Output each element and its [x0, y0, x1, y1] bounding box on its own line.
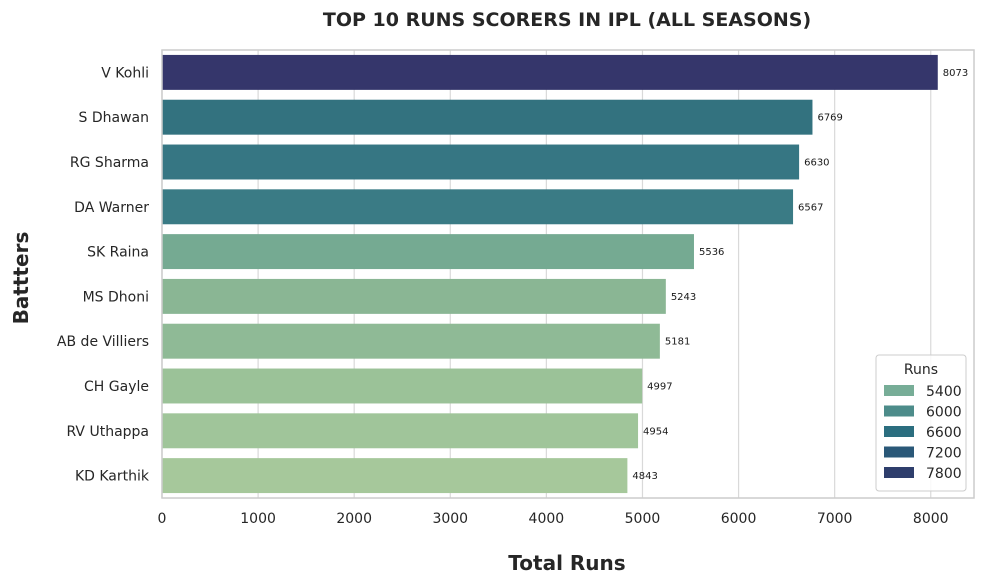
bar — [162, 413, 639, 449]
legend-entry-label: 7800 — [926, 466, 962, 482]
bar — [162, 99, 813, 135]
y-tick-label: RG Sharma — [70, 155, 149, 171]
legend-swatch — [884, 385, 914, 396]
y-tick-label: V Kohli — [101, 65, 149, 81]
bar — [162, 368, 643, 404]
x-tick-label: 1000 — [240, 511, 276, 527]
x-tick-label: 0 — [158, 511, 167, 527]
legend-swatch — [884, 467, 914, 478]
data-label: 4997 — [647, 382, 672, 393]
legend-swatch — [884, 405, 914, 417]
x-tick-label: 7000 — [817, 511, 853, 527]
legend-title: Runs — [904, 362, 938, 378]
bars: 8073 6769 6630 6567 5536 5243 5181 4997 4954 4843 — [162, 54, 968, 494]
y-tick-label: MS Dhoni — [83, 289, 149, 305]
data-label: 4843 — [632, 471, 657, 482]
legend-entry-label: 6600 — [926, 425, 962, 441]
category-labels: V Kohli S Dhawan RG Sharma DA Warner SK Rain… — [57, 65, 150, 484]
x-tick-label: 2000 — [336, 511, 372, 527]
bar — [162, 144, 800, 180]
plot-frame — [161, 49, 975, 499]
y-tick-label: DA Warner — [74, 200, 149, 216]
x-tick-label: 3000 — [432, 511, 468, 527]
bar — [162, 234, 694, 270]
x-tick-label: 8000 — [913, 511, 949, 527]
data-label: 5181 — [665, 337, 690, 348]
bar — [162, 54, 938, 90]
legend-swatch — [884, 426, 914, 437]
x-tick-label: 5000 — [625, 511, 661, 527]
y-tick-label: RV Uthappa — [66, 424, 149, 440]
legend-entry-label: 6000 — [926, 405, 962, 421]
data-label: 6567 — [798, 202, 823, 213]
bar — [162, 278, 666, 314]
chart-title: TOP 10 RUNS SCORERS IN IPL (ALL SEASONS) — [323, 9, 811, 31]
legend: Runs 5400 6000 6600 7200 7800 — [875, 354, 967, 492]
y-tick-label: CH Gayle — [84, 379, 149, 395]
x-tick-label: 4000 — [529, 511, 565, 527]
data-label: 4954 — [643, 426, 668, 437]
data-label: 5536 — [699, 247, 724, 258]
data-label: 8073 — [943, 68, 968, 79]
legend-swatch — [884, 446, 914, 458]
y-tick-label: SK Raina — [87, 245, 149, 261]
y-tick-label: S Dhawan — [79, 110, 149, 126]
x-tick-labels: 0 1000 2000 3000 4000 5000 6000 7000 8000 — [158, 511, 949, 527]
x-axis-label: Total Runs — [508, 551, 625, 575]
data-label: 5243 — [671, 292, 696, 303]
y-axis-label: Battters — [9, 232, 33, 325]
data-label: 6630 — [804, 158, 829, 169]
legend-entry-label: 7200 — [926, 446, 962, 462]
y-tick-label: KD Karthik — [75, 469, 150, 485]
x-tick-label: 6000 — [721, 511, 757, 527]
y-tick-label: AB de Villiers — [57, 334, 149, 350]
bar — [162, 323, 660, 359]
legend-entry-label: 5400 — [926, 384, 962, 400]
data-label: 6769 — [817, 113, 842, 124]
bar — [162, 189, 794, 225]
bar — [162, 458, 628, 494]
